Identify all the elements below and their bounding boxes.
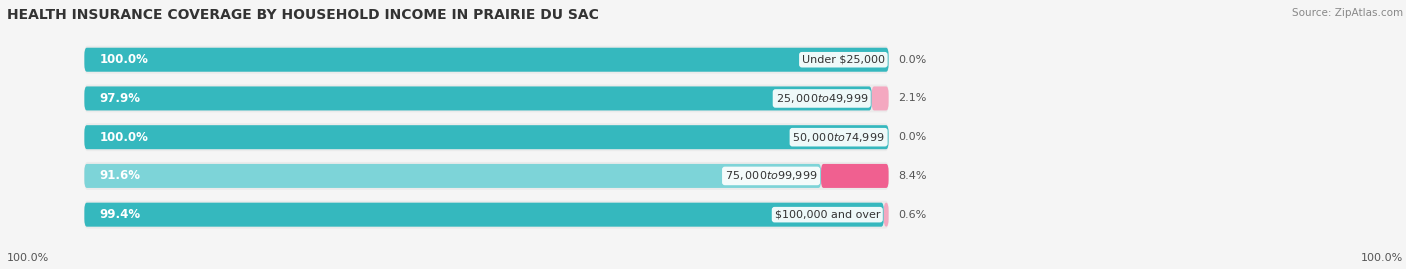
Text: $50,000 to $74,999: $50,000 to $74,999 xyxy=(793,131,884,144)
FancyBboxPatch shape xyxy=(872,86,889,111)
Text: $25,000 to $49,999: $25,000 to $49,999 xyxy=(776,92,868,105)
FancyBboxPatch shape xyxy=(84,48,889,72)
FancyBboxPatch shape xyxy=(84,164,821,188)
Text: 2.1%: 2.1% xyxy=(898,93,927,104)
Legend: With Coverage, Without Coverage: With Coverage, Without Coverage xyxy=(430,268,679,269)
FancyBboxPatch shape xyxy=(84,125,889,149)
FancyBboxPatch shape xyxy=(84,84,889,112)
FancyBboxPatch shape xyxy=(84,201,889,229)
Text: 100.0%: 100.0% xyxy=(100,131,148,144)
Text: Under $25,000: Under $25,000 xyxy=(801,55,884,65)
FancyBboxPatch shape xyxy=(84,203,884,227)
Text: $75,000 to $99,999: $75,000 to $99,999 xyxy=(725,169,817,182)
FancyBboxPatch shape xyxy=(84,162,889,190)
Text: 0.0%: 0.0% xyxy=(898,132,927,142)
Text: 100.0%: 100.0% xyxy=(7,253,49,263)
Text: 91.6%: 91.6% xyxy=(100,169,141,182)
Text: 97.9%: 97.9% xyxy=(100,92,141,105)
Text: $100,000 and over: $100,000 and over xyxy=(775,210,880,220)
Text: 100.0%: 100.0% xyxy=(1361,253,1403,263)
FancyBboxPatch shape xyxy=(821,164,889,188)
Text: 100.0%: 100.0% xyxy=(100,53,148,66)
FancyBboxPatch shape xyxy=(884,203,889,227)
Text: 0.6%: 0.6% xyxy=(898,210,927,220)
Text: 8.4%: 8.4% xyxy=(898,171,927,181)
FancyBboxPatch shape xyxy=(84,86,872,111)
Text: 99.4%: 99.4% xyxy=(100,208,141,221)
Text: HEALTH INSURANCE COVERAGE BY HOUSEHOLD INCOME IN PRAIRIE DU SAC: HEALTH INSURANCE COVERAGE BY HOUSEHOLD I… xyxy=(7,8,599,22)
FancyBboxPatch shape xyxy=(84,46,889,74)
Text: Source: ZipAtlas.com: Source: ZipAtlas.com xyxy=(1292,8,1403,18)
Text: 0.0%: 0.0% xyxy=(898,55,927,65)
FancyBboxPatch shape xyxy=(84,123,889,151)
